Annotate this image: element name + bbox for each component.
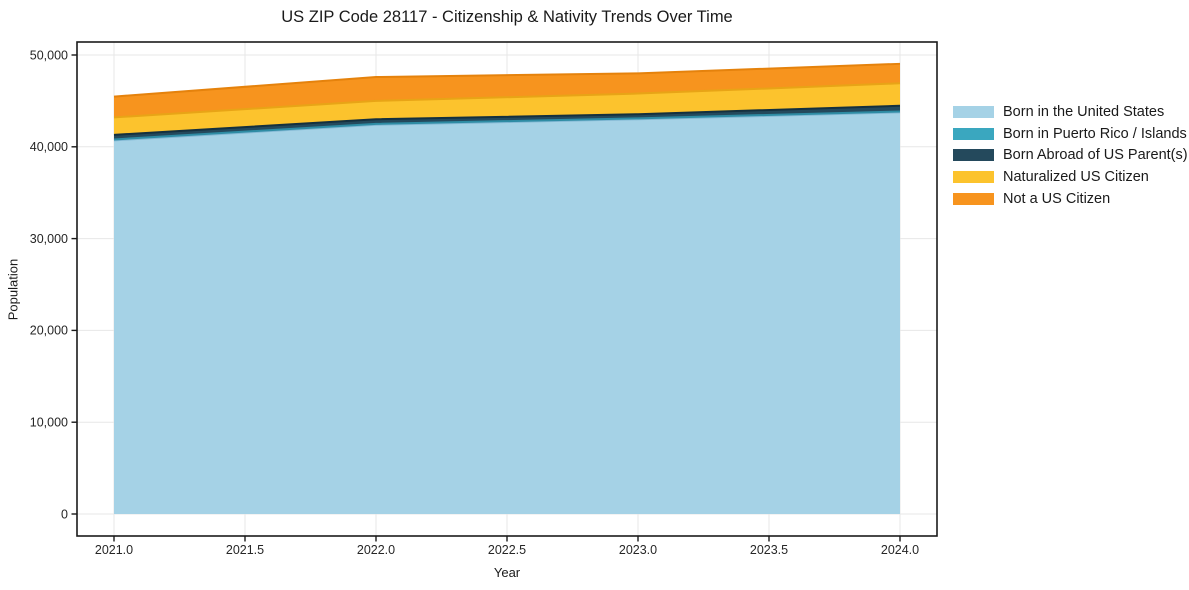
legend-swatch-icon	[953, 170, 994, 183]
y-tick-label: 40,000	[30, 140, 68, 154]
legend-item-2: Born Abroad of US Parent(s)	[953, 144, 1188, 166]
legend-item-4: Not a US Citizen	[953, 188, 1188, 210]
legend-swatch-icon	[953, 149, 994, 162]
x-tick-label: 2021.0	[95, 543, 133, 557]
x-tick-label: 2021.5	[226, 543, 264, 557]
y-tick-label: 20,000	[30, 324, 68, 338]
area-edge-1	[113, 110, 901, 141]
legend-swatch-icon	[953, 192, 994, 205]
y-tick-label: 30,000	[30, 232, 68, 246]
legend-label: Born in Puerto Rico / Islands	[1003, 125, 1187, 142]
legend-item-0: Born in the United States	[953, 101, 1188, 123]
y-tick-label: 50,000	[30, 48, 68, 62]
chart-title: US ZIP Code 28117 - Citizenship & Nativi…	[281, 8, 733, 26]
area-3	[114, 83, 900, 135]
x-tick-label: 2022.5	[488, 543, 526, 557]
legend-label: Not a US Citizen	[1003, 190, 1111, 207]
legend: Born in the United States Born in Puerto …	[953, 101, 1188, 209]
x-axis-label: Year	[493, 565, 521, 580]
y-tick-label: 0	[61, 507, 68, 521]
legend-label: Born Abroad of US Parent(s)	[1003, 147, 1188, 164]
area-edge-2	[113, 104, 901, 136]
y-tick-label: 10,000	[30, 416, 68, 430]
area-2	[114, 105, 900, 140]
x-tick-label: 2023.0	[619, 543, 657, 557]
area-0	[114, 112, 900, 514]
area-edge-4	[113, 62, 901, 98]
legend-swatch-icon	[953, 105, 994, 118]
area-edge-3	[113, 82, 901, 119]
legend-swatch-icon	[953, 127, 994, 140]
legend-label: Naturalized US Citizen	[1003, 168, 1149, 185]
legend-item-1: Born in Puerto Rico / Islands	[953, 123, 1188, 145]
legend-label: Born in the United States	[1003, 103, 1165, 120]
area-4	[114, 63, 900, 118]
y-axis-label: Population	[5, 258, 21, 321]
x-tick-label: 2022.0	[357, 543, 395, 557]
x-tick-label: 2024.0	[881, 543, 919, 557]
legend-item-3: Naturalized US Citizen	[953, 166, 1188, 188]
x-tick-label: 2023.5	[750, 543, 788, 557]
